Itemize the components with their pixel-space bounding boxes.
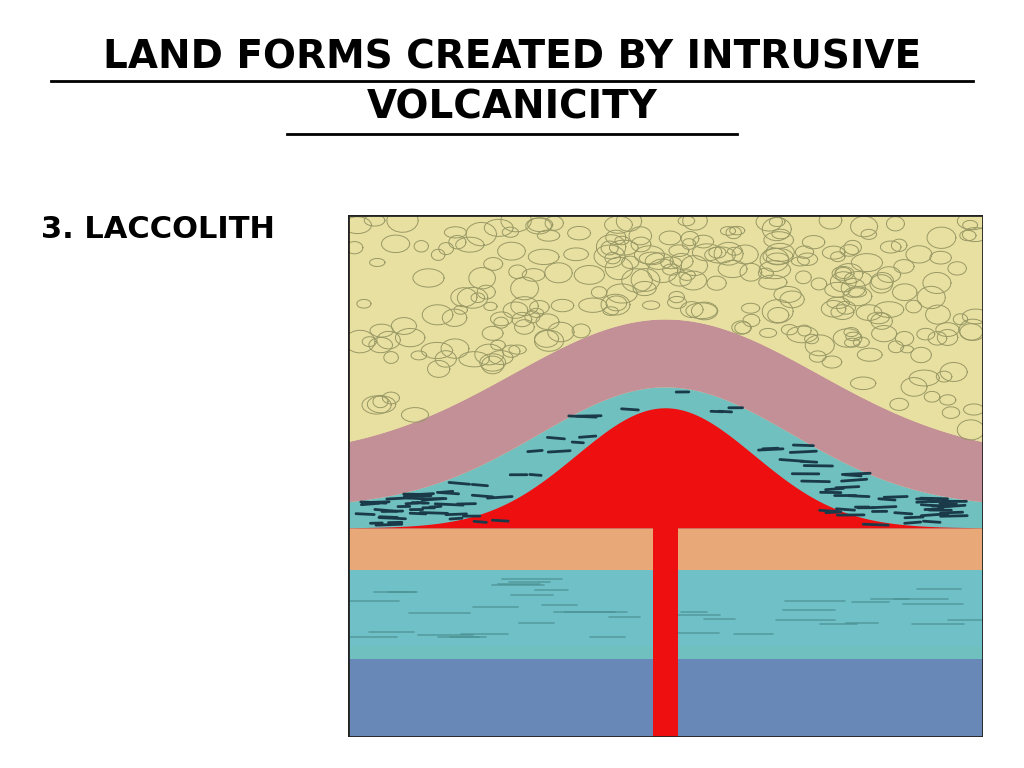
Polygon shape xyxy=(348,646,983,659)
Polygon shape xyxy=(348,319,983,502)
Text: LAND FORMS CREATED BY INTRUSIVE: LAND FORMS CREATED BY INTRUSIVE xyxy=(103,38,921,76)
Text: VOLCANICITY: VOLCANICITY xyxy=(367,88,657,126)
Bar xyxy=(653,528,678,737)
Polygon shape xyxy=(348,659,983,737)
Polygon shape xyxy=(348,215,983,737)
Polygon shape xyxy=(348,409,983,528)
Text: 3. LACCOLITH: 3. LACCOLITH xyxy=(41,215,274,244)
Polygon shape xyxy=(348,528,983,570)
Polygon shape xyxy=(348,570,983,646)
Polygon shape xyxy=(348,387,983,528)
Polygon shape xyxy=(348,215,983,442)
